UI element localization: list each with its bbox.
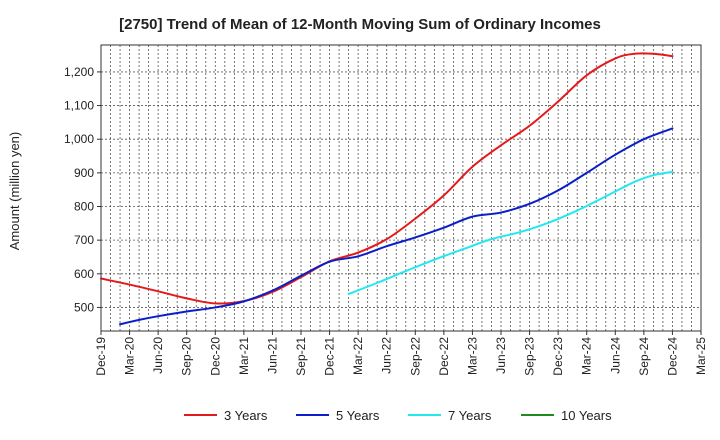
x-tick-label: Dec-20	[208, 337, 222, 376]
y-axis-title: Amount (million yen)	[7, 132, 22, 251]
x-tick-label: Mar-21	[237, 337, 251, 375]
x-tick-label: Mar-25	[694, 337, 708, 375]
plot-background	[101, 45, 701, 331]
x-tick-label: Mar-24	[580, 337, 594, 375]
x-tick-label: Dec-22	[437, 337, 451, 376]
plot-frame	[100, 44, 702, 332]
x-tick-label: Jun-23	[494, 337, 508, 374]
x-tick-label: Dec-19	[94, 337, 108, 376]
x-tick-label: Jun-22	[380, 337, 394, 374]
y-tick-label: 600	[74, 267, 94, 281]
x-tick-label: Sep-20	[180, 337, 194, 376]
x-tick-label: Jun-21	[265, 337, 279, 374]
x-tick-label: Sep-23	[523, 337, 537, 376]
legend-label-1: 3 Years	[224, 408, 268, 423]
y-tick-label: 900	[74, 166, 94, 180]
y-tick-label: 1,200	[64, 65, 94, 79]
y-tick-label: 1,100	[64, 99, 94, 113]
x-tick-label: Jun-24	[608, 337, 622, 374]
legend: 3 Years 5 Years 7 Years 10 Years	[184, 408, 612, 423]
x-tick-label: Mar-23	[465, 337, 479, 375]
x-tick-label: Sep-21	[294, 337, 308, 376]
x-tick-label: Dec-24	[665, 337, 679, 376]
x-tick-label: Sep-24	[637, 337, 651, 376]
x-tick-label: Dec-23	[551, 337, 565, 376]
y-tick-label: 1,000	[64, 132, 94, 146]
y-tick-label: 500	[74, 300, 94, 314]
x-tick-label: Sep-22	[408, 337, 422, 376]
y-tick-label: 800	[74, 200, 94, 214]
series-line-2	[119, 127, 674, 326]
legend-label-4: 10 Years	[561, 408, 612, 423]
y-tick-label: 700	[74, 233, 94, 247]
series-line-3	[347, 170, 674, 295]
x-tick-label: Dec-21	[323, 337, 337, 376]
series-lines	[100, 52, 674, 326]
legend-label-2: 5 Years	[336, 408, 380, 423]
series-line-1	[100, 52, 674, 305]
legend-label-3: 7 Years	[448, 408, 492, 423]
x-axis: Dec-19 Mar-20 Jun-20 Sep-20 Dec-20 Mar-21 Jun-…	[94, 331, 708, 376]
x-tick-label: Jun-20	[151, 337, 165, 374]
y-axis: 500 600 700 800 900 1,000 1,100 1,200	[64, 65, 101, 314]
x-tick-label: Mar-20	[123, 337, 137, 375]
chart-title: [2750] Trend of Mean of 12-Month Moving …	[119, 16, 601, 33]
x-tick-label: Mar-22	[351, 337, 365, 375]
